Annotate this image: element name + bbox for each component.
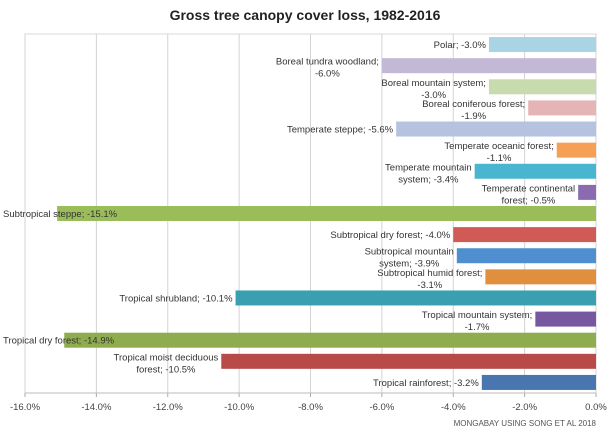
bars	[57, 37, 597, 390]
bar	[481, 374, 596, 390]
x-tick-label: -16.0%	[10, 402, 41, 413]
data-label: forest; -10.5%	[136, 364, 196, 375]
data-label: Subtropical dry forest; -4.0%	[330, 230, 450, 241]
data-label: -1.9%	[461, 111, 486, 122]
data-label: system; -3.4%	[398, 174, 459, 185]
x-tick-label: -4.0%	[441, 402, 466, 413]
x-tick-label: -14.0%	[81, 402, 112, 413]
data-label: Tropical moist deciduous	[114, 352, 219, 363]
x-axis-ticks: -16.0% -14.0% -12.0% -10.0% -8.0% -6.0% -4.0% -…	[10, 392, 607, 413]
data-label: Boreal mountain system;	[381, 78, 486, 89]
bar	[535, 311, 596, 327]
data-label: Boreal coniferous forest;	[422, 99, 525, 110]
x-tick-label: -12.0%	[153, 402, 184, 413]
bar	[221, 353, 596, 369]
x-tick-label: 0.0%	[585, 402, 607, 413]
x-tick-label: -6.0%	[369, 402, 394, 413]
bar	[456, 248, 596, 264]
data-label: Tropical mountain system;	[422, 310, 533, 321]
bar	[578, 184, 596, 200]
data-label: Subtropical steppe; -15.1%	[3, 209, 118, 220]
bar	[528, 100, 596, 116]
x-tick-label: -8.0%	[298, 402, 323, 413]
bar	[488, 79, 596, 95]
bar	[488, 37, 596, 53]
data-label: system; -3.9%	[379, 259, 440, 270]
data-label: Tropical dry forest; -14.9%	[3, 336, 115, 347]
data-label: Temperate continental	[482, 183, 575, 194]
bar	[453, 227, 596, 243]
bar	[381, 58, 596, 74]
bar	[556, 142, 596, 158]
data-label: -1.7%	[465, 322, 490, 333]
data-label: -6.0%	[315, 69, 340, 80]
data-label: -3.0%	[421, 90, 446, 101]
data-label: -3.1%	[417, 280, 442, 291]
bar	[57, 206, 596, 221]
source-note: MONGABAY USING SONG ET AL 2018	[454, 419, 597, 428]
data-label: Tropical shrubland; -10.1%	[119, 293, 233, 304]
bar	[485, 269, 596, 285]
chart-title: Gross tree canopy cover loss, 1982-2016	[170, 7, 441, 23]
data-label: Tropical rainforest; -3.2%	[373, 378, 479, 389]
data-labels: Polar; -3.0% Boreal tundra woodland;-6.0%…	[3, 40, 575, 389]
data-label: Temperate steppe; -5.6%	[287, 125, 394, 136]
bar	[396, 121, 596, 137]
x-tick-label: -10.0%	[224, 402, 255, 413]
data-label: Temperate mountain	[385, 162, 472, 173]
bar	[474, 163, 596, 179]
data-label: forest; -0.5%	[501, 195, 555, 206]
data-label: Polar; -3.0%	[434, 40, 487, 51]
data-label: Temperate oceanic forest;	[444, 141, 553, 152]
data-label: Boreal tundra woodland;	[276, 57, 379, 68]
bar	[64, 332, 597, 348]
bar	[235, 290, 596, 306]
x-tick-label: -2.0%	[512, 402, 537, 413]
data-label: -1.1%	[487, 153, 512, 164]
data-label: Subtropical mountain	[365, 247, 454, 258]
data-label: Subtropical humid forest;	[377, 268, 482, 279]
